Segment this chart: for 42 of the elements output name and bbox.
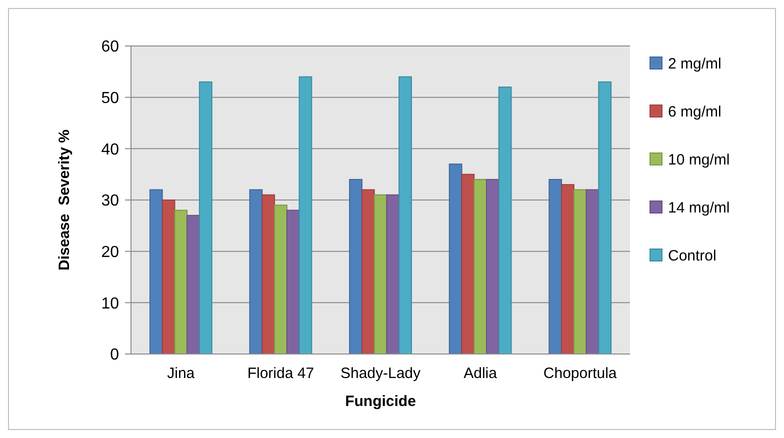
x-tick-label: Choportula (543, 365, 618, 382)
bar (274, 204, 288, 354)
legend-label: 10 mg/ml (668, 151, 730, 168)
legend-label: Control (668, 247, 716, 264)
bar (398, 76, 412, 354)
bar (262, 194, 276, 354)
bar (498, 86, 512, 354)
bar (186, 214, 200, 354)
y-tick-label: 60 (101, 38, 120, 56)
y-tick-label: 0 (110, 346, 120, 364)
bar (598, 81, 612, 354)
bar (573, 189, 587, 354)
bar (198, 81, 212, 354)
x-tick-label: Adlia (464, 365, 498, 382)
bar (349, 178, 362, 354)
bar (474, 178, 487, 354)
bar (149, 189, 163, 354)
bar (249, 189, 263, 354)
bar (286, 210, 300, 354)
bar (461, 174, 475, 354)
legend-label: 14 mg/ml (668, 199, 730, 216)
bar (561, 184, 574, 354)
legend-label: 2 mg/ml (668, 55, 722, 72)
bar (448, 164, 462, 354)
bar (298, 76, 312, 354)
x-axis-title: Fungicide (345, 393, 416, 410)
bar (162, 200, 176, 354)
bar (361, 189, 375, 354)
bar (486, 178, 500, 354)
bar (386, 194, 400, 354)
x-tick-label: Shady-Lady (340, 365, 422, 382)
y-tick-label: 10 (101, 295, 120, 312)
bar (548, 178, 562, 354)
x-tick-label: Florida 47 (247, 365, 314, 382)
y-tick-label: 50 (101, 90, 120, 107)
y-tick-label: 40 (101, 141, 120, 158)
bar (174, 210, 188, 354)
y-tick-label: 30 (101, 192, 120, 210)
x-tick-label: Jina (167, 365, 196, 382)
legend-label: 6 mg/ml (668, 103, 722, 120)
y-tick-label: 20 (101, 244, 120, 261)
y-axis-title: Disease Severity % (56, 130, 73, 270)
